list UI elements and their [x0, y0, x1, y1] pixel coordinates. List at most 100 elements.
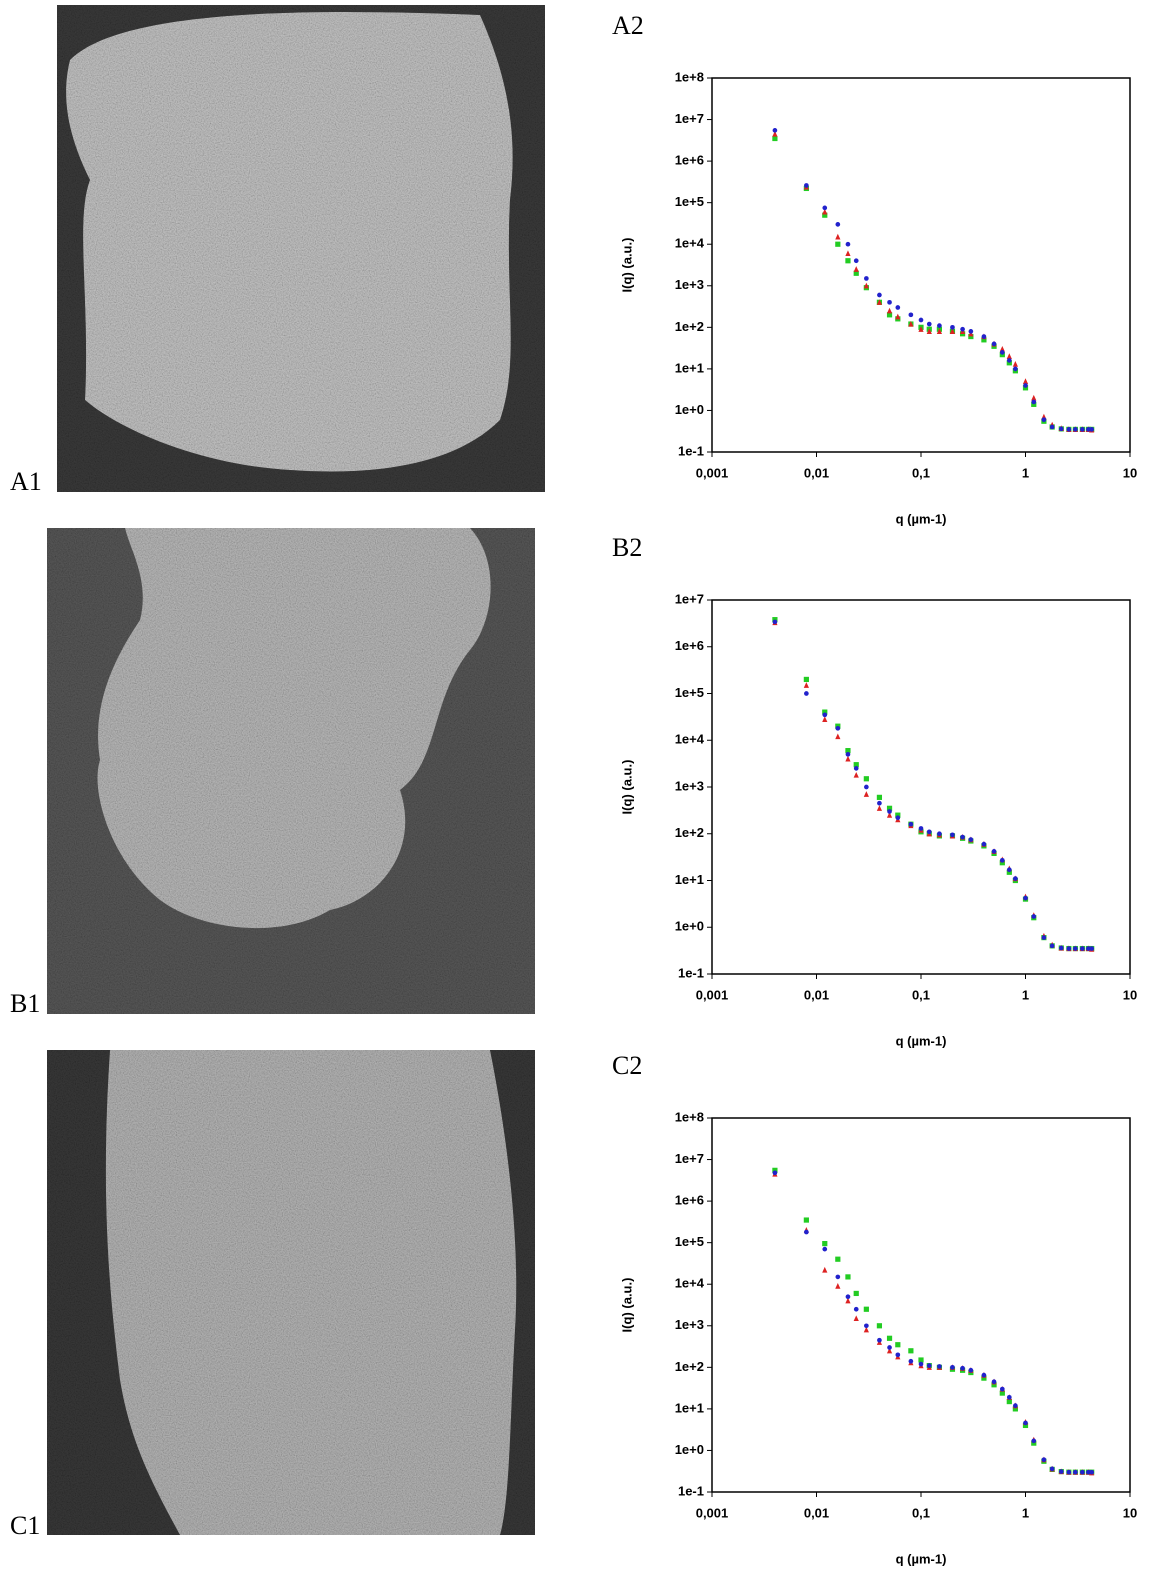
- data-point: [822, 205, 828, 211]
- y-tick-label: 1e+5: [675, 685, 704, 700]
- data-point: [937, 831, 942, 837]
- data-point: [1023, 383, 1028, 388]
- y-tick-label: 1e+8: [675, 1109, 704, 1124]
- afm-image: [47, 1050, 535, 1535]
- data-point: [1013, 876, 1018, 881]
- data-point: [835, 241, 841, 247]
- data-point: [991, 849, 997, 854]
- data-point: [886, 312, 893, 318]
- y-axis-label: I(q) (a.u.): [619, 238, 634, 293]
- data-point: [895, 812, 901, 818]
- data-point: [1022, 1422, 1029, 1429]
- data-point: [803, 676, 809, 683]
- data-point: [886, 812, 893, 818]
- data-point: [863, 282, 869, 289]
- data-point: [845, 250, 851, 257]
- data-point: [853, 266, 859, 272]
- panel-label: A2: [612, 11, 644, 40]
- data-point: [1080, 946, 1085, 951]
- y-tick-label: 1e+5: [675, 194, 704, 209]
- data-point: [926, 829, 932, 835]
- data-point: [1006, 867, 1012, 873]
- y-tick-label: 1e+2: [675, 1359, 704, 1374]
- y-axis-label: I(q) (a.u.): [619, 1278, 634, 1333]
- data-point: [822, 1240, 828, 1247]
- data-point: [853, 762, 859, 768]
- data-point: [960, 1365, 965, 1371]
- y-tick-label: 1e+4: [675, 732, 705, 747]
- data-point: [822, 1246, 828, 1252]
- data-point: [1022, 385, 1029, 391]
- x-tick-label: 0,01: [804, 1505, 829, 1520]
- data-point: [1041, 1457, 1047, 1463]
- panel-label: B1: [10, 989, 40, 1018]
- data-point: [1006, 869, 1012, 875]
- y-tick-label: 1e+6: [675, 638, 704, 653]
- y-tick-label: 1e+3: [675, 1317, 704, 1332]
- data-point: [886, 307, 893, 314]
- data-point: [886, 1335, 893, 1341]
- data-point: [1031, 394, 1037, 401]
- data-point: [845, 258, 851, 264]
- data-point: [863, 791, 869, 797]
- data-point: [1089, 1469, 1095, 1475]
- data-point: [772, 1170, 778, 1176]
- data-point: [1049, 943, 1055, 949]
- data-point: [1006, 1394, 1012, 1400]
- data-point: [926, 328, 932, 334]
- panel-label: B2: [612, 533, 642, 562]
- x-tick-label: 1: [1022, 1505, 1029, 1520]
- data-point: [908, 1358, 914, 1364]
- data-point: [1023, 1420, 1028, 1426]
- y-tick-label: 1e+2: [675, 825, 704, 840]
- data-point: [1013, 366, 1018, 372]
- y-tick-label: 1e+4: [675, 236, 705, 251]
- data-point: [1058, 426, 1064, 432]
- x-tick-label: 10: [1123, 987, 1137, 1002]
- x-tick-label: 0,1: [912, 1505, 930, 1520]
- x-tick-label: 0,01: [804, 465, 829, 480]
- data-point: [877, 800, 882, 806]
- data-point: [804, 183, 809, 188]
- data-point: [835, 1283, 841, 1289]
- data-point: [804, 1229, 809, 1235]
- data-point: [845, 1274, 851, 1280]
- y-tick-label: 1e+8: [675, 69, 704, 84]
- data-point: [1086, 1469, 1091, 1475]
- x-tick-label: 1: [1022, 987, 1029, 1002]
- plot-frame: [711, 599, 1131, 975]
- data-point: [822, 212, 828, 218]
- data-point: [887, 809, 892, 814]
- data-point: [845, 241, 851, 247]
- data-point: [949, 328, 956, 334]
- x-tick-label: 0,1: [912, 465, 930, 480]
- data-point: [981, 337, 987, 343]
- data-point: [772, 128, 778, 133]
- data-point: [772, 135, 778, 142]
- data-point: [876, 299, 883, 305]
- data-point: [835, 725, 841, 731]
- data-point: [1031, 1438, 1037, 1444]
- data-point: [999, 345, 1005, 352]
- data-point: [968, 329, 974, 334]
- data-point: [1022, 378, 1029, 384]
- y-tick-label: 1e+4: [675, 1276, 705, 1291]
- data-point: [981, 1375, 987, 1381]
- x-tick-label: 0,001: [696, 987, 729, 1002]
- y-tick-label: 1e+1: [675, 872, 704, 887]
- y-tick-label: 1e+6: [675, 1193, 704, 1208]
- data-point: [853, 766, 859, 771]
- data-point: [999, 857, 1005, 863]
- x-tick-label: 10: [1123, 465, 1137, 480]
- x-axis-label: q (µm-1): [896, 1033, 947, 1048]
- data-point: [968, 837, 974, 842]
- data-point: [822, 709, 828, 715]
- data-point: [926, 1363, 932, 1368]
- data-point: [1012, 1406, 1018, 1412]
- data-point: [864, 276, 869, 281]
- data-point: [895, 1342, 901, 1348]
- data-point: [822, 1266, 828, 1273]
- x-tick-label: 1: [1022, 465, 1029, 480]
- data-point: [822, 712, 828, 718]
- data-point: [981, 334, 987, 339]
